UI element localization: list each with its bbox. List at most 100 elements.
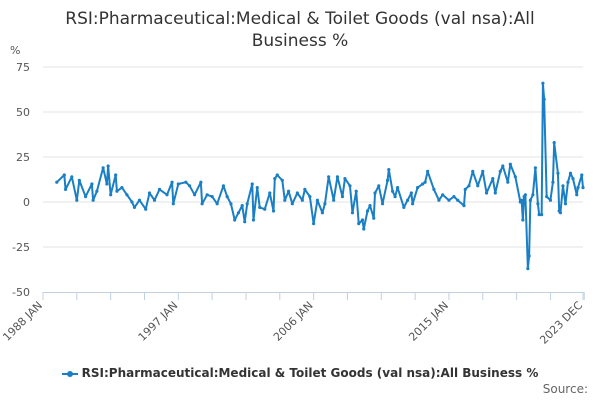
data-point [508, 162, 512, 166]
data-point [566, 180, 570, 184]
data-point [481, 169, 485, 173]
source-label: Source: [542, 382, 588, 396]
data-point [531, 193, 535, 197]
chart-title: RSI:Pharmaceutical:Medical & Toilet Good… [65, 9, 535, 51]
legend-line-marker-icon [61, 369, 78, 379]
data-point [120, 186, 124, 190]
data-point [385, 178, 390, 182]
data-point [437, 198, 441, 202]
data-point [251, 218, 256, 222]
data-point [75, 198, 79, 202]
data-point [184, 180, 188, 184]
data-point [575, 193, 579, 197]
data-point [411, 202, 415, 206]
data-point [63, 187, 68, 191]
data-point [501, 164, 505, 168]
data-point [390, 189, 395, 193]
data-point [229, 202, 233, 206]
data-point [101, 166, 105, 170]
y-tick-label: 25 [16, 151, 30, 164]
data-point [545, 195, 549, 199]
data-point [360, 218, 365, 222]
data-point [506, 180, 510, 184]
data-point [491, 177, 495, 181]
data-point [463, 187, 467, 191]
data-point [536, 202, 540, 206]
data-point [373, 191, 377, 195]
data-point [540, 213, 544, 217]
data-point [55, 180, 59, 184]
data-point [200, 202, 204, 206]
data-point [312, 222, 316, 226]
data-point [286, 189, 291, 193]
data-point [221, 184, 226, 188]
data-point [571, 177, 575, 181]
data-point [62, 173, 66, 177]
data-point [426, 169, 430, 173]
data-point [215, 202, 219, 206]
data-point [523, 193, 527, 197]
data-point [95, 189, 99, 193]
data-point [245, 202, 249, 206]
data-point [563, 202, 568, 206]
data-point [377, 184, 381, 188]
data-point [271, 209, 276, 213]
data-point [157, 187, 162, 191]
data-point [205, 193, 209, 197]
data-point [90, 182, 94, 186]
data-point [498, 169, 502, 173]
x-tick-label: 1988 JAN [0, 299, 45, 344]
y-tick-label: -25 [12, 241, 30, 254]
data-point [441, 193, 445, 197]
data-point [280, 178, 284, 182]
data-point [233, 218, 237, 222]
data-point [528, 198, 532, 202]
data-point [273, 177, 277, 181]
data-point [340, 195, 345, 199]
data-point [541, 81, 545, 85]
data-point [552, 141, 556, 145]
data-point [402, 205, 406, 209]
data-point [240, 204, 244, 208]
y-tick-label: -50 [12, 286, 30, 299]
data-point [548, 198, 553, 202]
data-point [327, 175, 331, 179]
data-point [323, 202, 327, 206]
data-point [171, 202, 175, 206]
data-point [290, 202, 294, 206]
data-point [303, 187, 307, 191]
data-point [527, 254, 531, 258]
data-point [308, 195, 312, 199]
data-point [114, 173, 118, 177]
data-point [452, 195, 456, 199]
data-point [416, 186, 420, 190]
data-point [263, 207, 267, 211]
data-point [258, 205, 262, 209]
y-tick-label: 50 [16, 106, 30, 119]
data-point [105, 182, 109, 186]
data-point [193, 193, 197, 197]
data-point [476, 184, 480, 188]
data-point [432, 187, 436, 191]
data-point [250, 182, 254, 186]
data-point [210, 195, 214, 199]
x-tick-label: 2006 JAN [271, 299, 316, 344]
data-point [348, 184, 352, 188]
data-point [350, 211, 355, 215]
legend[interactable]: RSI:Pharmaceutical:Medical & Toilet Good… [0, 366, 600, 380]
data-point [255, 186, 259, 190]
data-point [484, 191, 489, 195]
data-point [152, 198, 157, 202]
data-point [421, 182, 425, 186]
data-point [176, 182, 180, 186]
data-point [335, 175, 340, 179]
data-point [125, 193, 129, 197]
data-point [580, 173, 584, 177]
data-point [283, 198, 287, 202]
data-point [332, 198, 336, 202]
data-point [365, 209, 370, 213]
data-point [423, 180, 427, 184]
data-point [275, 173, 279, 177]
data-point [165, 193, 169, 197]
data-point [91, 198, 95, 202]
